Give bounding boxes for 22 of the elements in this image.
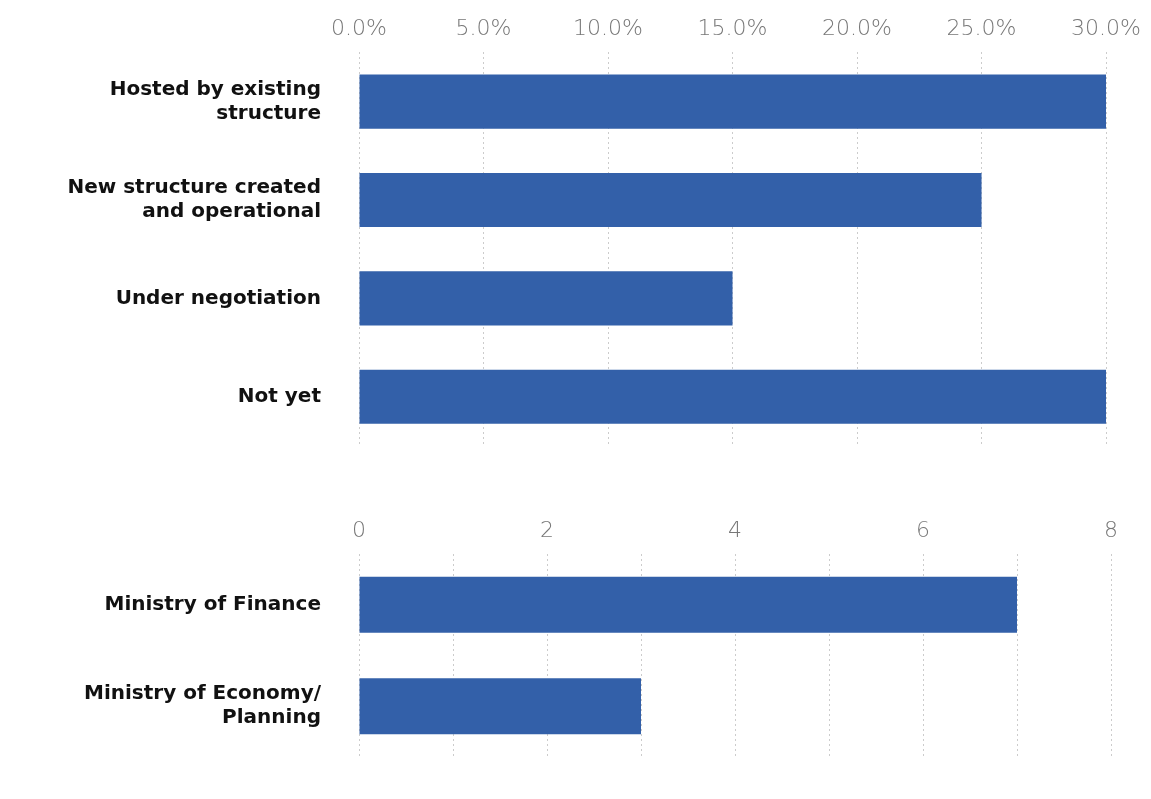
bar — [359, 172, 982, 228]
bar — [359, 369, 1107, 424]
x-tick-label: 25.0% — [946, 14, 1017, 40]
x-tick-label: 6 — [916, 516, 930, 542]
y-tick-label: Ministry of Economy/Planning — [83, 680, 322, 729]
x-tick-label: 5.0% — [455, 14, 512, 40]
x-tick-label: 20.0% — [822, 14, 892, 40]
y-tick-label: Under negotiation — [115, 284, 321, 309]
x-tick-label: 30.0% — [1071, 14, 1141, 40]
x-tick-label: 2 — [540, 516, 554, 542]
x-tick-label: 0.0% — [331, 14, 387, 40]
bar — [359, 74, 1107, 129]
x-tick-label: 15.0% — [697, 14, 768, 40]
y-tick-label: New structure created and operational — [67, 174, 321, 223]
x-tick-label: 4 — [728, 516, 742, 542]
x-tick-label: 0 — [352, 516, 366, 542]
x-tick-label: 10.0% — [573, 14, 643, 40]
y-tick-label: Ministry of Finance — [104, 590, 321, 615]
x-tick-label: 8 — [1104, 516, 1118, 542]
bar — [359, 271, 733, 326]
y-tick-label: Not yet — [237, 383, 322, 407]
y-tick-label: Hosted by existing structure — [109, 75, 321, 124]
